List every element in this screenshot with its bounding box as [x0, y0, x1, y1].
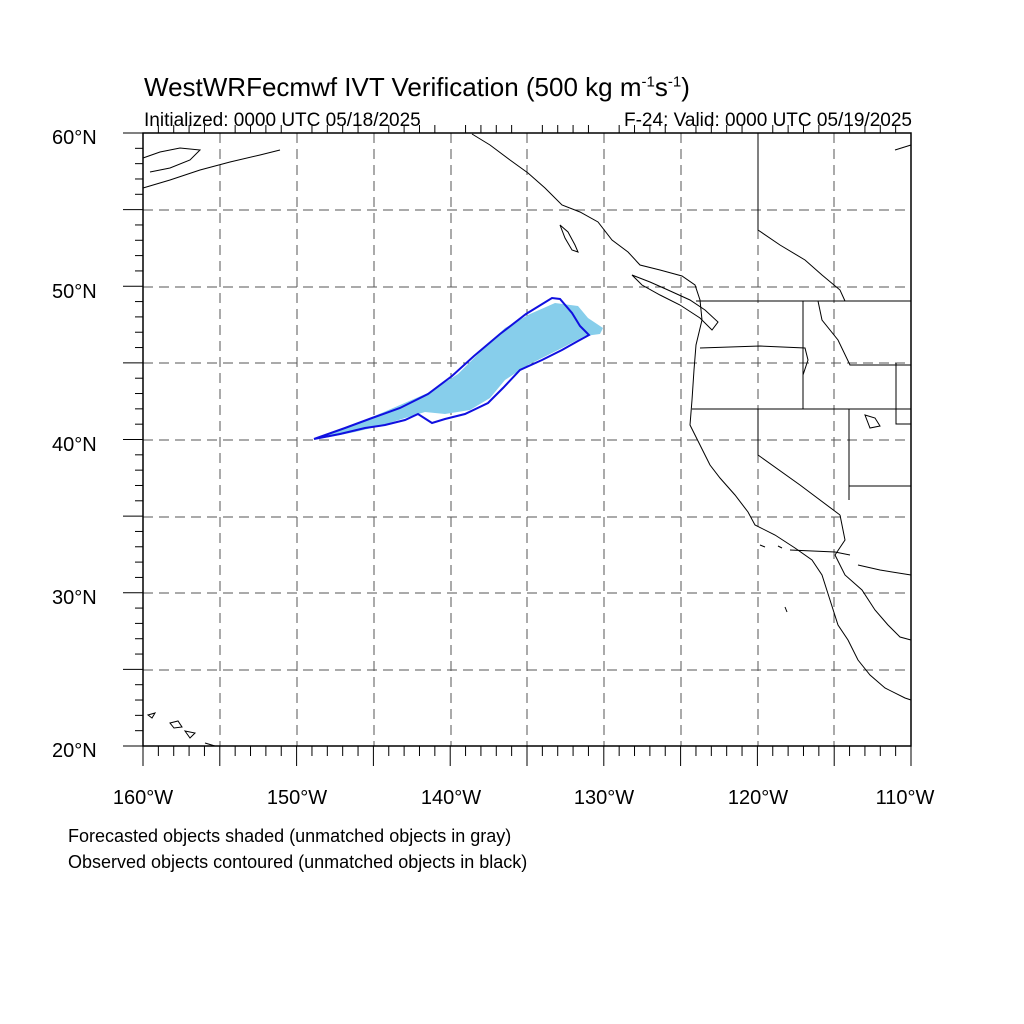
state-borders: [692, 133, 911, 556]
lon-label-150w: 150°W: [267, 787, 327, 809]
observed-object-contour: [313, 296, 591, 440]
lon-label-160w: 160°W: [113, 787, 173, 809]
lon-label-120w: 120°W: [728, 787, 788, 809]
legend-observed-note: Observed objects contoured (unmatched ob…: [68, 852, 528, 872]
title-exponent-1: -1: [641, 73, 655, 91]
latitude-labels: 20°N 30°N 40°N 50°N 60°N: [52, 127, 97, 762]
coastlines: [142, 133, 912, 747]
title-text: WestWRFecmwf IVT Verification (500 kg m: [144, 72, 642, 102]
title-suffix: ): [681, 72, 690, 102]
lat-label-60: 60°N: [52, 127, 97, 149]
lon-label-140w: 140°W: [421, 787, 481, 809]
grid-lines: [143, 133, 911, 746]
legend-forecast-note: Forecasted objects shaded (unmatched obj…: [68, 826, 512, 846]
lat-label-40: 40°N: [52, 434, 97, 456]
lat-label-30: 30°N: [52, 587, 97, 609]
title-exponent-2: -1: [667, 73, 682, 91]
longitude-labels: 160°W 150°W 140°W 130°W 120°W 110°W: [113, 787, 935, 809]
forecast-object-shaded: [315, 303, 603, 439]
axis-ticks: [123, 125, 912, 766]
initialized-time: Initialized: 0000 UTC 05/18/2025: [144, 110, 421, 131]
title-unit-s: s: [654, 72, 668, 102]
map-title: WestWRFecmwf IVT Verification (500 kg m-…: [144, 72, 690, 103]
lon-label-110w: 110°W: [876, 787, 935, 809]
map-frame: [142, 132, 912, 747]
lon-label-130w: 130°W: [574, 787, 634, 809]
lat-label-50: 50°N: [52, 281, 97, 303]
lat-label-20: 20°N: [52, 740, 97, 762]
